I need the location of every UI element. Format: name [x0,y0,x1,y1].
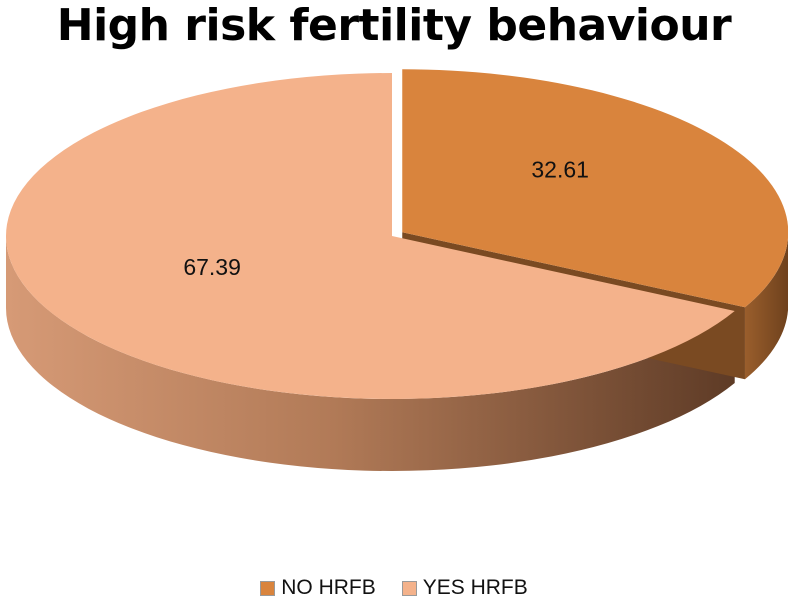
legend-item-yes-hrfb: YES HRFB [401,576,528,600]
legend-swatch-yes-hrfb [401,580,417,596]
pie-side-yes-hrfb [6,236,735,472]
legend-label-no-hrfb: NO HRFB [281,576,376,599]
pie-side-no-hrfb [744,237,788,380]
data-label-no-hrfb: 32.61 [531,157,589,183]
pie-slice-no-hrfb [402,69,788,308]
legend-item-no-hrfb: NO HRFB [260,576,376,600]
legend-label-yes-hrfb: YES HRFB [422,576,528,599]
pie-slice-yes-hrfb [6,73,735,399]
legend-swatch-no-hrfb [260,580,276,596]
data-label-yes-hrfb: 67.39 [183,254,241,280]
legend: NO HRFB YES HRFB [0,576,788,600]
chart-title: High risk fertility behaviour [56,0,732,51]
